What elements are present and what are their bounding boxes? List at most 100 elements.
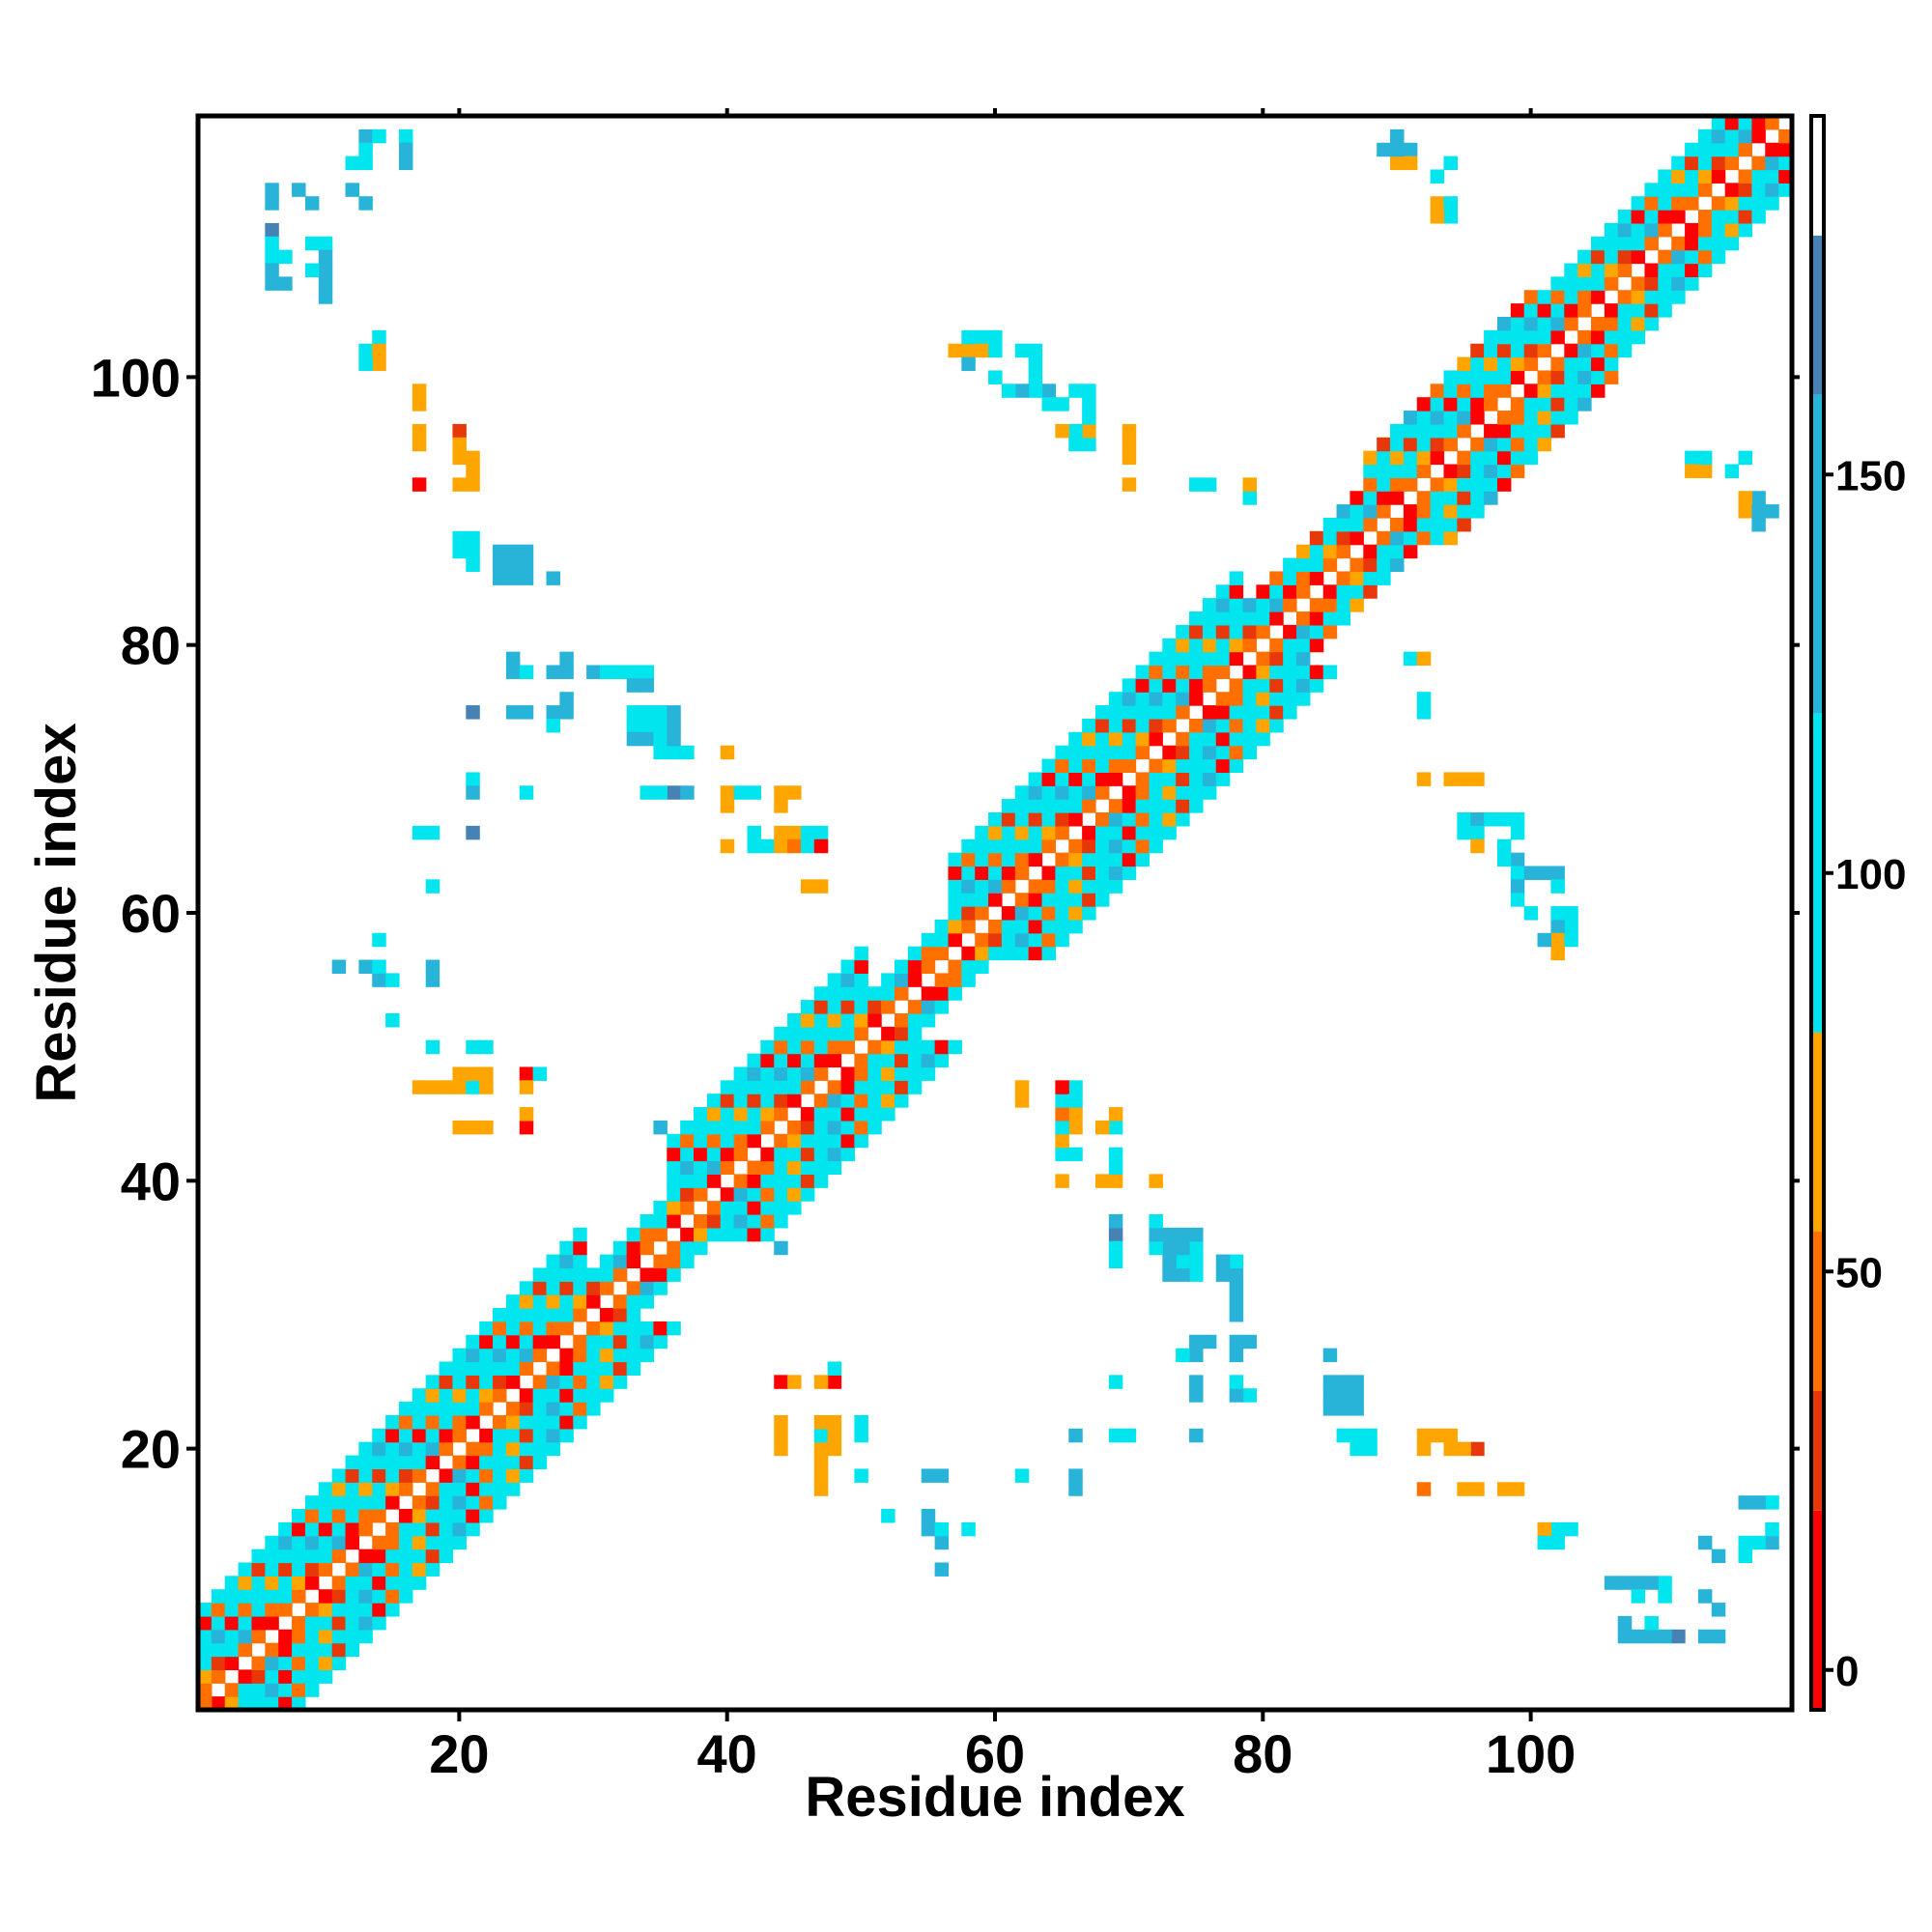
heatmap-cell xyxy=(1510,316,1525,331)
heatmap-cell xyxy=(318,1669,333,1684)
heatmap-cell xyxy=(1416,692,1432,706)
heatmap-cell xyxy=(800,1053,815,1068)
heatmap-cell xyxy=(198,1696,213,1711)
heatmap-cell xyxy=(827,973,842,987)
heatmap-cell xyxy=(358,1521,373,1537)
heatmap-cell xyxy=(1014,906,1030,921)
heatmap-cell xyxy=(265,1576,279,1590)
heatmap-cell xyxy=(318,1562,333,1577)
heatmap-cell xyxy=(372,973,386,987)
heatmap-cell xyxy=(1484,477,1498,492)
heatmap-cell xyxy=(1041,866,1056,880)
heatmap-cell xyxy=(559,1348,574,1363)
heatmap-cell xyxy=(787,838,802,854)
heatmap-cell xyxy=(1162,812,1177,827)
heatmap-cell xyxy=(1751,128,1766,144)
heatmap-cell xyxy=(546,665,560,679)
heatmap-cell xyxy=(546,718,560,733)
heatmap-cell xyxy=(934,1562,950,1577)
heatmap-cell xyxy=(774,1441,788,1457)
heatmap-cell xyxy=(251,1576,266,1590)
heatmap-cell xyxy=(1068,1094,1083,1108)
heatmap-cell xyxy=(331,1548,347,1564)
heatmap-cell xyxy=(975,946,989,961)
heatmap-cell xyxy=(479,1455,494,1470)
heatmap-cell xyxy=(1537,290,1552,304)
heatmap-cell xyxy=(412,1080,427,1094)
heatmap-cell xyxy=(1176,678,1190,693)
colorbar-segment xyxy=(1811,1232,1824,1391)
heatmap-cell xyxy=(1149,1227,1163,1242)
x-tick-label: 80 xyxy=(1233,1723,1293,1784)
heatmap-cell xyxy=(559,1375,574,1389)
heatmap-cell xyxy=(1416,1441,1432,1457)
heatmap-cell xyxy=(1631,236,1646,251)
heatmap-cell xyxy=(1377,477,1391,492)
heatmap-cell xyxy=(760,1213,775,1229)
heatmap-cell xyxy=(1322,1375,1338,1389)
heatmap-cell xyxy=(1149,758,1163,774)
heatmap-cell xyxy=(1082,731,1096,747)
heatmap-cell xyxy=(1055,772,1069,786)
heatmap-cell xyxy=(680,1240,695,1256)
heatmap-cell xyxy=(1484,437,1498,452)
heatmap-cell xyxy=(505,1348,521,1363)
heatmap-cell xyxy=(1363,464,1378,478)
heatmap-cell xyxy=(479,1402,494,1416)
heatmap-cell xyxy=(1336,1402,1351,1416)
heatmap-cell xyxy=(1309,571,1324,585)
heatmap-cell xyxy=(452,477,467,492)
heatmap-cell xyxy=(304,1615,320,1631)
heatmap-cell xyxy=(452,1361,467,1376)
heatmap-cell xyxy=(532,1388,548,1403)
heatmap-cell xyxy=(546,1441,560,1457)
heatmap-cell xyxy=(1215,638,1231,653)
heatmap-cell xyxy=(292,1683,306,1697)
heatmap-cell xyxy=(1550,316,1565,331)
heatmap-cell xyxy=(774,1213,788,1229)
heatmap-cell xyxy=(479,1468,494,1483)
heatmap-cell xyxy=(720,1133,735,1149)
heatmap-cell xyxy=(813,879,829,894)
heatmap-cell xyxy=(1550,866,1565,880)
heatmap-cell xyxy=(1309,530,1324,546)
heatmap-cell xyxy=(747,1174,761,1188)
colorbar-frame xyxy=(1809,114,1826,1712)
heatmap-cell xyxy=(1577,249,1592,265)
heatmap-cell xyxy=(1644,196,1659,211)
heatmap-cell xyxy=(1082,411,1096,425)
heatmap-cell xyxy=(813,1107,829,1122)
heatmap-cell xyxy=(278,1683,293,1697)
heatmap-cell xyxy=(479,1321,494,1336)
heatmap-cell xyxy=(760,1187,775,1202)
heatmap-cell xyxy=(412,1562,427,1577)
heatmap-cell xyxy=(505,651,521,667)
heatmap-cell xyxy=(1350,598,1364,612)
heatmap-cell xyxy=(639,1227,655,1242)
heatmap-cell xyxy=(1108,1147,1123,1162)
heatmap-cell xyxy=(1162,651,1177,667)
heatmap-cell xyxy=(895,1053,909,1068)
heatmap-cell xyxy=(1496,329,1512,345)
heatmap-cell xyxy=(1644,1615,1659,1631)
heatmap-cell xyxy=(694,1174,708,1188)
heatmap-cell xyxy=(813,1428,829,1443)
heatmap-cell xyxy=(1122,692,1137,706)
heatmap-cell xyxy=(867,1080,882,1094)
heatmap-cell xyxy=(466,1120,480,1135)
heatmap-cell xyxy=(948,1039,962,1055)
heatmap-cell xyxy=(774,1094,788,1108)
heatmap-cell xyxy=(1149,705,1163,720)
heatmap-cell xyxy=(1336,517,1351,532)
heatmap-cell xyxy=(1283,665,1297,679)
heatmap-cell xyxy=(1443,530,1458,546)
heatmap-cell xyxy=(439,1414,454,1430)
heatmap-cell xyxy=(667,1321,681,1336)
heatmap-cell xyxy=(1443,491,1458,505)
heatmap-cell xyxy=(1564,919,1578,934)
heatmap-cell xyxy=(840,1107,856,1122)
heatmap-cell xyxy=(1135,825,1151,840)
heatmap-cell xyxy=(787,1080,802,1094)
heatmap-cell xyxy=(948,893,962,907)
